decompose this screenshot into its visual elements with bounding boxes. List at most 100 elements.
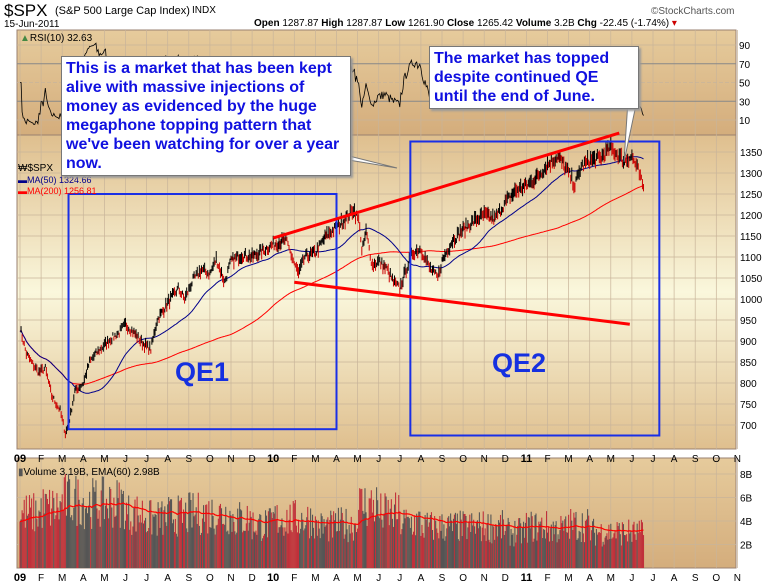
rsi-tick-label: 10 <box>739 116 751 127</box>
x-tick-label: N <box>227 573 234 584</box>
x-tick-label: F <box>544 454 550 465</box>
price-tick-label: 950 <box>740 316 757 327</box>
volume-value: 3.2B <box>554 18 575 29</box>
x-tick-label: A <box>671 573 678 584</box>
x-tick-label: 11 <box>521 572 533 584</box>
x-tick-label: A <box>164 454 171 465</box>
ma50-line <box>19 156 644 394</box>
low-label: Low <box>385 18 406 29</box>
x-tick-label: D <box>248 573 255 584</box>
down-arrow-icon: ▾ <box>671 18 677 29</box>
x-tick-label: S <box>439 573 446 584</box>
open-value: 1287.87 <box>282 18 319 29</box>
x-tick-label: N <box>481 454 488 465</box>
x-tick-label: M <box>353 573 361 584</box>
volume-ema-line <box>19 502 644 532</box>
x-tick-label: 10 <box>267 572 279 584</box>
x-tick-label: O <box>459 454 467 465</box>
x-tick-label: J <box>629 573 634 584</box>
x-tick-label: A <box>586 573 593 584</box>
x-tick-label: N <box>734 454 741 465</box>
x-tick-label: J <box>651 573 656 584</box>
ma200-legend-text: MA(200) 1256.81 <box>27 186 97 196</box>
x-tick-label: O <box>459 573 467 584</box>
ohlc-icon: ₩ <box>18 163 28 174</box>
upper-trendline <box>272 131 620 240</box>
chart-date: 15-Jun-2011 <box>4 19 60 30</box>
price-tick-label: 750 <box>740 400 757 411</box>
rsi-tick-label: 50 <box>739 79 751 90</box>
x-tick-label: O <box>206 454 214 465</box>
qe1-label: QE1 <box>175 357 230 387</box>
ma200-line <box>19 185 644 385</box>
price-tick-label: 1200 <box>740 211 763 222</box>
symbol: $SPX <box>4 1 48 20</box>
x-tick-label: S <box>185 573 192 584</box>
price-tick-label: 1000 <box>740 295 763 306</box>
x-tick-label: S <box>185 454 192 465</box>
rsi-legend: ▲RSI(10) 32.63 <box>20 33 92 44</box>
qe1-box <box>67 193 338 431</box>
x-tick-label: D <box>248 454 255 465</box>
price-tick-label: 900 <box>740 337 757 348</box>
x-tick-label: M <box>564 454 572 465</box>
x-tick-label: F <box>544 573 550 584</box>
volume-tick-label: 8B <box>740 470 753 481</box>
x-tick-label: 10 <box>267 453 279 465</box>
qe2-box <box>409 140 661 437</box>
volume-tick-label: 2B <box>740 541 753 552</box>
price-tick-label: 1300 <box>740 169 763 180</box>
x-tick-label: J <box>651 454 656 465</box>
qe2-label: QE2 <box>492 348 547 378</box>
price-tick-label: 1350 <box>740 148 763 159</box>
x-tick-label: M <box>100 454 108 465</box>
x-tick-label: M <box>353 454 361 465</box>
volume-tick-label: 4B <box>740 517 753 528</box>
x-tick-label: O <box>206 573 214 584</box>
price-legend: ₩$SPX <box>18 163 53 174</box>
volume-icon: ▮ <box>18 467 24 478</box>
exchange: INDX <box>192 5 216 16</box>
ma200-legend: ▬MA(200) 1256.81 <box>18 186 97 196</box>
x-tick-label: M <box>311 573 319 584</box>
rsi-tick-label: 30 <box>739 97 751 108</box>
x-tick-label: M <box>607 573 615 584</box>
price-legend-text: $SPX <box>27 163 54 174</box>
x-tick-label: F <box>38 573 44 584</box>
x-tick-label: J <box>144 454 149 465</box>
x-tick-label: J <box>123 573 128 584</box>
price-tick-label: 850 <box>740 358 757 369</box>
ma50-legend: ▬MA(50) 1324.66 <box>18 175 92 185</box>
x-tick-label: J <box>376 573 381 584</box>
x-tick-label: J <box>123 454 128 465</box>
high-label: High <box>321 18 344 29</box>
x-tick-label: M <box>311 454 319 465</box>
x-tick-label: A <box>671 454 678 465</box>
price-tick-label: 1050 <box>740 274 763 285</box>
symbol-name: (S&P 500 Large Cap Index) <box>55 5 190 17</box>
x-tick-label: A <box>418 573 425 584</box>
x-tick-label: S <box>692 573 699 584</box>
x-tick-label: A <box>418 454 425 465</box>
x-tick-label: O <box>712 573 720 584</box>
rsi-tick-label: 90 <box>739 41 751 52</box>
x-tick-label: A <box>80 454 87 465</box>
x-tick-label: O <box>712 454 720 465</box>
x-tick-label: F <box>291 454 297 465</box>
x-tick-label: D <box>502 573 509 584</box>
x-tick-label: A <box>333 454 340 465</box>
x-tick-label: J <box>397 454 402 465</box>
x-tick-label: M <box>58 573 66 584</box>
x-tick-label: M <box>564 573 572 584</box>
x-tick-label: 09 <box>14 572 26 584</box>
lower-trendline <box>294 280 630 326</box>
x-tick-label: J <box>397 573 402 584</box>
price-tick-label: 1150 <box>740 232 762 243</box>
rsi-tick-label: 70 <box>739 60 751 71</box>
open-label: Open <box>254 18 280 29</box>
volume-legend: ▮Volume 3.19B, EMA(60) 2.98B <box>18 467 160 478</box>
volume-tick-label: 6B <box>740 494 753 505</box>
price-tick-label: 700 <box>740 421 757 432</box>
